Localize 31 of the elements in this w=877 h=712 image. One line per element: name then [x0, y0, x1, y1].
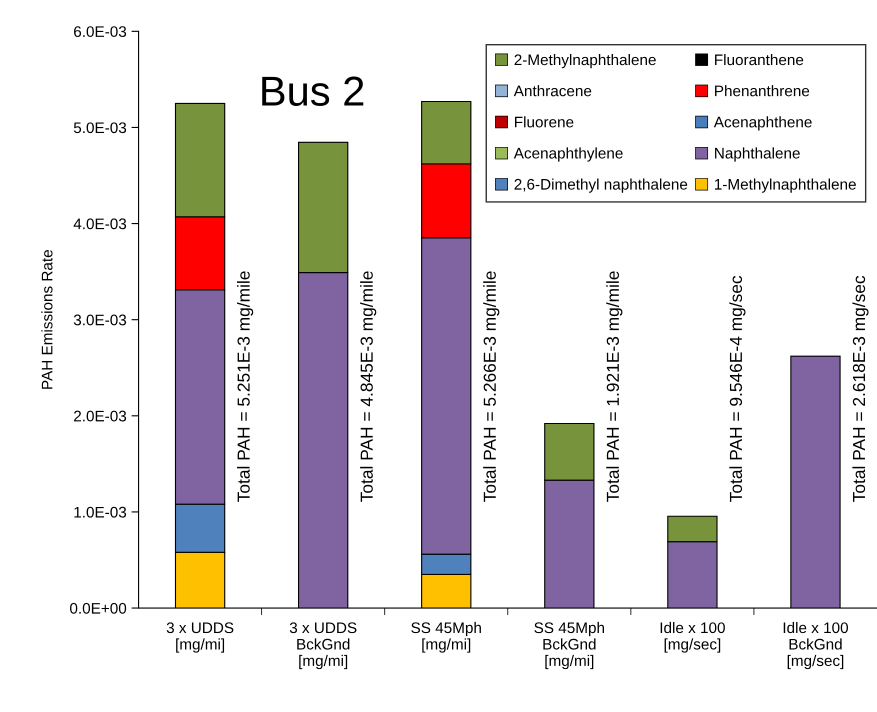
legend-label: Naphthalene — [715, 147, 800, 162]
legend-label: Acenaphthene — [714, 116, 812, 130]
annotation: Total PAH = 1.921E-3 mg/mile — [606, 271, 622, 502]
y-axis-title: PAH Emissions Rate — [41, 250, 53, 389]
annotation: Total PAH = 9.546E-4 mg/sec — [729, 276, 746, 502]
legend-label: Phenanthrene — [715, 85, 810, 96]
annotation: Total PAH = 4.845E-3 mg/mile — [360, 271, 376, 502]
legend-label: Fluoranthene — [715, 54, 804, 66]
y-tick-label: 1.0E-03 — [74, 506, 126, 518]
x-tick-label: SS 45Mph [mg/mi] — [411, 622, 481, 653]
annotation: Total PAH = 5.251E-3 mg/mile — [237, 271, 254, 502]
y-tick-label: 2.0E-03 — [74, 410, 126, 422]
y-tick-label: 3.0E-03 — [74, 314, 126, 326]
y-tick-label: 6.0E-03 — [74, 26, 126, 38]
y-tick-label: 4.0E-03 — [74, 218, 126, 230]
annotation: Total PAH = 5.266E-3 mg/mile — [483, 271, 500, 502]
x-tick-label: Idle x 100 BckGnd [mg/sec] — [784, 622, 848, 670]
legend-label: Acenaphthylene — [514, 147, 623, 162]
x-tick-label: 3 x UDDS BckGnd [mg/mi] — [290, 622, 356, 670]
y-tick-label: 0.0E+00 — [70, 602, 126, 614]
x-tick-label: SS 45Mph BckGnd [mg/mi] — [534, 622, 604, 670]
legend-label: 2-Methylnaphthalene — [514, 54, 656, 68]
x-tick-label: Idle x 100 [mg/sec] — [660, 622, 725, 653]
legend-label: 2,6-Dimethyl naphthalene — [514, 178, 688, 193]
y-tick-label: 5.0E-03 — [74, 122, 126, 134]
text: Bus 2 — [262, 76, 364, 106]
legend-label: Anthracene — [514, 85, 592, 96]
x-tick-label: 3 x UDDS [mg/mi] — [166, 622, 234, 653]
annotation: Total PAH = 2.618E-3 mg/sec — [852, 276, 869, 502]
legend-label: Fluorene — [515, 116, 574, 128]
legend-label: 1-Methylnaphthalene — [714, 178, 856, 193]
